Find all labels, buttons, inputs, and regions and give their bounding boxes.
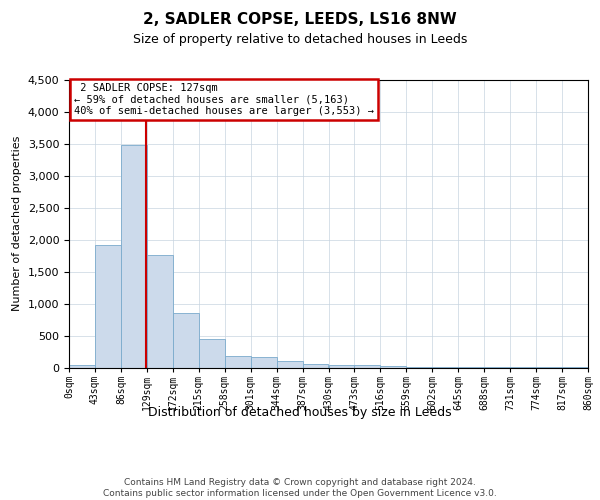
Text: 2 SADLER COPSE: 127sqm
← 59% of detached houses are smaller (5,163)
40% of semi-: 2 SADLER COPSE: 127sqm ← 59% of detached… [74,83,374,116]
Bar [69,366,95,368]
Bar [302,364,329,368]
Bar [406,367,432,368]
Bar [95,245,121,368]
Bar [251,356,277,368]
Text: Distribution of detached houses by size in Leeds: Distribution of detached houses by size … [148,406,452,419]
Text: Contains HM Land Registry data © Crown copyright and database right 2024.
Contai: Contains HM Land Registry data © Crown c… [103,478,497,498]
Y-axis label: Number of detached properties: Number of detached properties [12,136,22,312]
Bar [329,364,355,368]
Text: Size of property relative to detached houses in Leeds: Size of property relative to detached ho… [133,32,467,46]
Bar [147,255,173,368]
Bar [224,356,251,368]
Bar [380,366,406,368]
Bar [355,366,380,368]
Bar [277,362,302,368]
Bar [173,313,199,368]
Bar [121,144,147,368]
Text: 2, SADLER COPSE, LEEDS, LS16 8NW: 2, SADLER COPSE, LEEDS, LS16 8NW [143,12,457,28]
Bar [199,339,224,368]
